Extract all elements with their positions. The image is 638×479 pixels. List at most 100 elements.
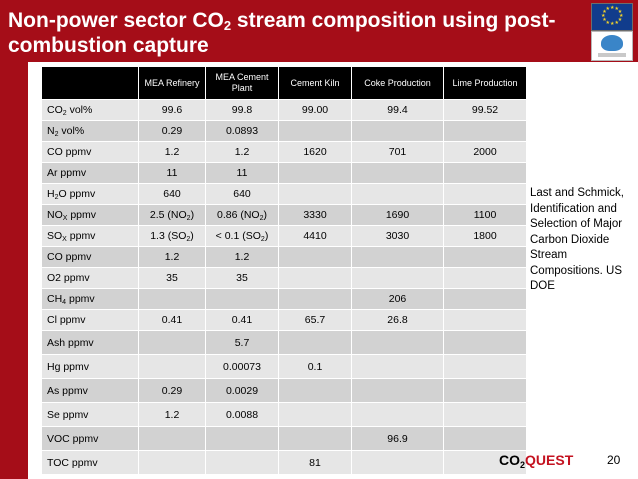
row-label-text: CO ppmv (47, 146, 92, 158)
brand-prefix: CO (499, 452, 520, 468)
table-cell: 0.86 (NO2) (205, 204, 279, 226)
table-cell: 1100 (443, 204, 527, 226)
title-bar: Non-power sector CO2 stream composition … (0, 0, 638, 62)
cell-subscript: 2 (260, 236, 265, 243)
source-caption: Last and Schmick, Identification and Sel… (530, 187, 624, 292)
table-cell: 640 (205, 183, 279, 205)
table-row: Ar ppmv 11 11 (41, 162, 527, 184)
row-label: Ash ppmv (41, 330, 139, 355)
table-cell: 99.00 (278, 99, 352, 121)
row-label-text: CO (47, 104, 63, 116)
cell-subscript: 2 (186, 236, 191, 243)
cell-text: ) (190, 209, 195, 221)
table-row: Se ppmv 1.2 0.0088 (41, 402, 527, 427)
table-cell (351, 162, 444, 184)
cell-text: 1.3 (SO (150, 230, 187, 242)
row-label-text: SO (47, 230, 63, 242)
table-cell (351, 267, 444, 289)
table-cell: 1.2 (138, 141, 206, 163)
row-label: Ar ppmv (41, 162, 139, 184)
row-label-text: TOC ppmv (47, 456, 98, 469)
fp7-logo-bar (598, 53, 626, 57)
table-cell: 0.0893 (205, 120, 279, 142)
row-label-subscript: X (62, 215, 68, 222)
table-header-cell (41, 66, 139, 100)
cell-text: 0.86 (NO (216, 209, 260, 221)
table-cell: 1.2 (205, 246, 279, 268)
eu-star-icon: ★ (617, 17, 623, 23)
table-cell: 35 (205, 267, 279, 289)
table-cell: 0.29 (138, 120, 206, 142)
row-label-text: VOC ppmv (47, 432, 99, 445)
table-row: VOC ppmv 96.9 (41, 426, 527, 451)
table-cell (278, 402, 352, 427)
eu-star-icon: ★ (614, 6, 619, 13)
table-row: CH4 ppmv 206 (41, 288, 527, 310)
table-cell: 99.4 (351, 99, 444, 121)
table-cell: 99.6 (138, 99, 206, 121)
row-label: As ppmv (41, 378, 139, 403)
table-cell: 5.7 (205, 330, 279, 355)
table-cell: 3330 (278, 204, 352, 226)
table-cell: 0.29 (138, 378, 206, 403)
table-cell: 1690 (351, 204, 444, 226)
table-cell: 0.41 (205, 309, 279, 331)
table-cell: 11 (205, 162, 279, 184)
row-label: NOX ppmv (41, 204, 139, 226)
table-cell (278, 162, 352, 184)
cell-text: < 0.1 (SO (215, 230, 261, 242)
table-row: H2O ppmv 640 640 (41, 183, 527, 205)
cell-subscript: 2 (259, 215, 264, 222)
table-header-cell: Coke Production (351, 66, 444, 100)
table-cell (278, 426, 352, 451)
row-label: CO ppmv (41, 246, 139, 268)
table-cell (278, 330, 352, 355)
row-label: H2O ppmv (41, 183, 139, 205)
table-cell (443, 120, 527, 142)
row-label-text: As ppmv (47, 384, 88, 397)
table-cell (278, 378, 352, 403)
table-cell (138, 354, 206, 379)
table-cell: 11 (138, 162, 206, 184)
row-label-unit: O ppmv (58, 188, 96, 200)
table-cell (351, 378, 444, 403)
eu-star-icon: ★ (619, 13, 624, 19)
table-cell (443, 330, 527, 355)
eu-star-icon: ★ (614, 19, 619, 26)
table-cell (278, 120, 352, 142)
row-label: Hg ppmv (41, 354, 139, 379)
table-body: CO2 vol% 99.6 99.8 99.00 99.4 99.52 N2 vol% 0.2… (41, 99, 527, 475)
table-cell: 1.2 (138, 246, 206, 268)
title-suffix: stream composition using post-combustion… (8, 9, 556, 57)
table-cell (138, 288, 206, 310)
eu-star-icon: ★ (602, 9, 607, 15)
cell-text: ) (264, 230, 269, 242)
table-cell (351, 330, 444, 355)
table-cell (205, 450, 279, 475)
row-label: O2 ppmv (41, 267, 139, 289)
row-label-text: Ar ppmv (47, 167, 87, 179)
table-cell: 3030 (351, 225, 444, 247)
row-label: SOX ppmv (41, 225, 139, 247)
table-cell: 0.0088 (205, 402, 279, 427)
cell-subscript: 2 (186, 215, 191, 222)
row-label: Se ppmv (41, 402, 139, 427)
table-cell (278, 183, 352, 205)
table-cell (443, 378, 527, 403)
table-cell: 1620 (278, 141, 352, 163)
table-cell (278, 267, 352, 289)
table-cell (443, 246, 527, 268)
eu-star-icon: ★ (605, 6, 610, 13)
eu-star-icon: ★ (601, 13, 606, 19)
row-label: CO ppmv (41, 141, 139, 163)
table-cell (205, 426, 279, 451)
brand-subscript: 2 (520, 460, 526, 470)
table-row: O2 ppmv 35 35 (41, 267, 527, 289)
table-cell (138, 450, 206, 475)
row-label-text: Hg ppmv (47, 360, 90, 373)
row-label-text: Ash ppmv (47, 336, 94, 349)
table-row: NOX ppmv 2.5 (NO2) 0.86 (NO2) 3330 1690 1100 (41, 204, 527, 226)
table-cell: 0.41 (138, 309, 206, 331)
table-cell: 96.9 (351, 426, 444, 451)
table-cell (443, 267, 527, 289)
